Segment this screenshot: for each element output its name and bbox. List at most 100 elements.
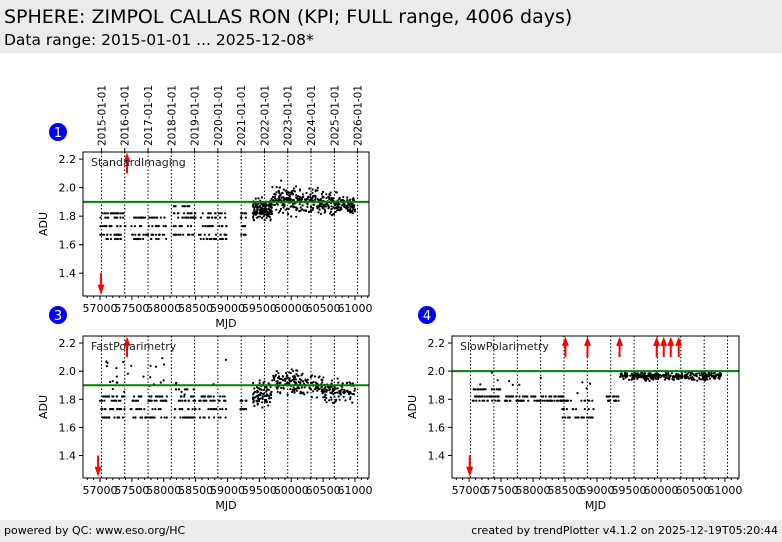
- data-point: [259, 392, 262, 395]
- data-point: [278, 192, 281, 195]
- data-point: [199, 233, 202, 236]
- data-point: [313, 388, 316, 391]
- data-point: [280, 196, 283, 199]
- data-point: [269, 218, 272, 221]
- data-point: [298, 196, 301, 199]
- data-point: [278, 382, 281, 385]
- data-point: [213, 237, 216, 241]
- x-axis-label: MJD: [215, 499, 236, 512]
- data-point: [260, 211, 263, 214]
- data-point: [334, 202, 337, 205]
- data-point: [205, 237, 208, 241]
- x-tick-label: 58500: [548, 484, 583, 497]
- data-point: [329, 194, 332, 197]
- data-point: [342, 395, 345, 398]
- data-point: [183, 399, 186, 402]
- data-point: [262, 389, 265, 392]
- data-point: [706, 378, 709, 381]
- data-point: [153, 416, 156, 419]
- data-point: [157, 408, 160, 411]
- data-point: [317, 211, 320, 214]
- data-point: [296, 369, 299, 372]
- data-point: [638, 374, 641, 377]
- data-point: [291, 378, 294, 382]
- data-point: [295, 185, 298, 188]
- data-point: [330, 207, 333, 210]
- data-point: [189, 225, 193, 228]
- data-point: [293, 205, 296, 209]
- data-point: [269, 391, 273, 394]
- data-point: [306, 378, 309, 381]
- data-point: [312, 206, 315, 210]
- data-point: [287, 382, 290, 385]
- data-point: [580, 399, 583, 402]
- data-point: [147, 225, 150, 228]
- data-point: [569, 399, 573, 402]
- data-point: [322, 396, 325, 399]
- data-point: [553, 399, 556, 402]
- data-point: [708, 377, 712, 380]
- data-point: [162, 379, 165, 382]
- data-point: [270, 393, 273, 396]
- panel-badge: [49, 306, 67, 324]
- data-point: [122, 395, 125, 398]
- data-point: [332, 197, 335, 200]
- data-point: [325, 193, 328, 196]
- data-point: [302, 209, 306, 212]
- outlier-arrowhead-up: [667, 336, 675, 346]
- data-point: [141, 216, 144, 219]
- data-point: [584, 399, 587, 402]
- data-point: [494, 399, 497, 402]
- data-point: [309, 387, 312, 391]
- data-point: [330, 210, 333, 213]
- data-point: [192, 233, 195, 236]
- data-point: [177, 216, 180, 219]
- data-point: [148, 395, 151, 398]
- data-point: [156, 216, 159, 219]
- data-point: [545, 399, 548, 402]
- data-point: [299, 390, 302, 393]
- data-point: [515, 395, 518, 398]
- data-point: [350, 204, 353, 207]
- outlier-arrowhead-up: [660, 336, 668, 346]
- data-point: [185, 388, 188, 391]
- data-point: [126, 372, 129, 375]
- data-point: [275, 370, 278, 373]
- data-point: [298, 210, 301, 213]
- data-point: [282, 188, 285, 191]
- data-point: [625, 372, 629, 375]
- data-point: [707, 375, 711, 378]
- data-point: [142, 237, 145, 241]
- outlier-arrowhead-up: [616, 336, 624, 346]
- data-point: [220, 212, 223, 215]
- data-point: [544, 395, 547, 398]
- data-point: [213, 416, 216, 419]
- data-point: [629, 374, 632, 377]
- data-point: [348, 381, 351, 384]
- data-point: [292, 187, 296, 190]
- data-point: [115, 381, 118, 384]
- data-point: [163, 399, 166, 402]
- data-point: [505, 399, 509, 402]
- data-point: [503, 399, 506, 402]
- data-point: [122, 212, 125, 215]
- data-point: [349, 198, 352, 201]
- data-point: [289, 199, 292, 202]
- data-point: [265, 389, 268, 392]
- data-point: [342, 202, 345, 205]
- data-point: [155, 399, 158, 402]
- data-point: [212, 395, 215, 398]
- data-point: [223, 233, 226, 236]
- data-point: [218, 399, 221, 402]
- data-point: [203, 233, 206, 236]
- data-point: [99, 216, 102, 219]
- data-point: [103, 233, 106, 236]
- x-tick-label: 60000: [643, 484, 678, 497]
- data-point: [656, 377, 660, 380]
- data-point: [161, 233, 164, 236]
- data-point: [268, 401, 272, 404]
- data-point: [202, 399, 205, 402]
- data-point: [219, 408, 222, 411]
- data-point: [286, 393, 289, 396]
- data-point: [179, 233, 182, 236]
